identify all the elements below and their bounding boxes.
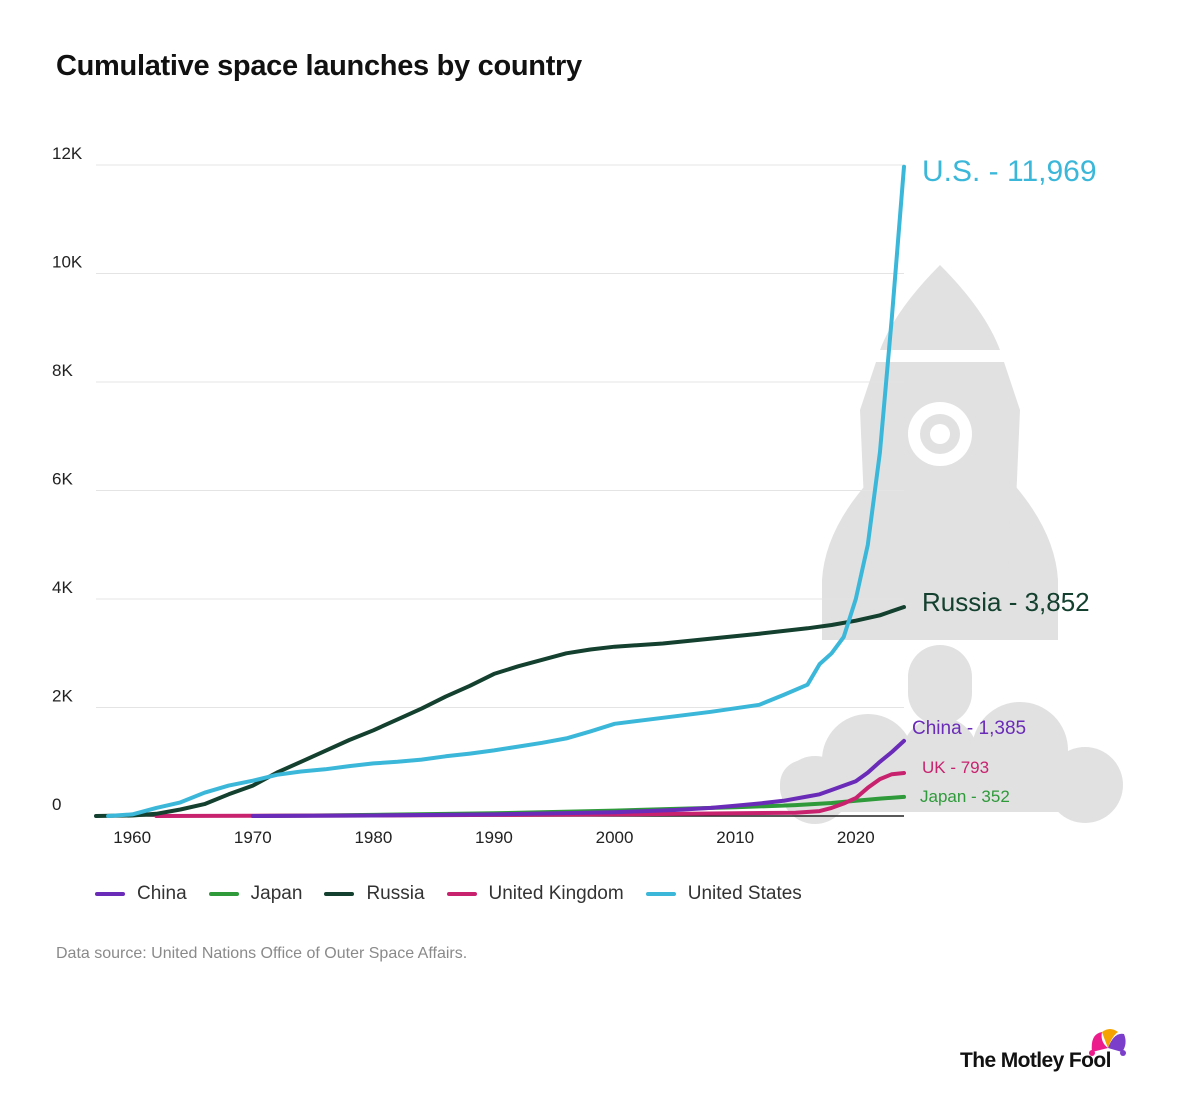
end-labels: China - 1,385 Japan - 352 Russia - 3,852 UK… [912,155,1097,806]
gridlines [96,164,904,708]
series-line-united-states [106,164,906,818]
x-tick-label: 1980 [354,828,392,847]
x-tick-label: 2010 [716,828,754,847]
x-tick-label: 2020 [837,828,875,847]
y-tick-label: 10K [52,253,83,272]
legend-item-russia: Russia [324,883,425,905]
series-line-china [250,738,906,818]
legend-label: United States [687,883,802,904]
legend-item-china: China [95,883,187,905]
rocket-icon [780,265,1123,824]
end-label-russia: Russia - 3,852 [922,587,1090,617]
y-tick-label: 8K [52,361,73,380]
y-tick-label: 6K [52,470,73,489]
x-tick-label: 1960 [113,828,151,847]
end-label-japan: Japan - 352 [920,787,1010,806]
legend-label: Russia [366,883,425,904]
y-axis: 0 2K 4K 6K 8K 10K 12K [52,144,83,814]
x-tick-label: 1990 [475,828,513,847]
data-source-note: Data source: United Nations Office of Ou… [56,945,468,962]
y-tick-label: 2K [52,687,73,706]
legend-swatch [446,892,477,896]
legend-item-japan: Japan [208,883,303,905]
chart-title: Cumulative space launches by country [56,50,582,82]
y-tick-label: 12K [52,144,83,163]
legend-label: China [137,883,187,904]
end-label-china: China - 1,385 [912,718,1026,739]
series-lines [94,164,906,818]
brand-logo: The Motley Fool [960,1026,1150,1082]
y-tick-label: 0 [52,795,61,814]
x-tick-label: 1970 [234,828,272,847]
legend-label: Japan [250,883,303,904]
legend-item-united-states: United States [645,883,802,905]
y-tick-label: 4K [52,578,73,597]
brand-name: The Motley Fool [960,1049,1111,1072]
jester-hat-icon [1089,1029,1126,1056]
legend-swatch [208,892,239,896]
legend-item-united-kingdom: United Kingdom [446,883,624,905]
legend: China Japan Russia United Kingdom United Sta… [95,883,802,905]
legend-swatch [324,892,355,896]
line-chart: 0 2K 4K 6K 8K 10K 12K 1960 1970 1980 1990 2000 2010… [52,144,1123,847]
legend-swatch [645,892,676,896]
x-axis: 1960 1970 1980 1990 2000 2010 2020 [96,815,904,847]
end-label-united-states: U.S. - 11,969 [922,155,1097,188]
legend-swatch [95,892,125,896]
end-label-united-kingdom: UK - 793 [922,758,989,777]
series-line-russia [94,605,906,818]
x-tick-label: 2000 [596,828,634,847]
legend-label: United Kingdom [488,883,624,904]
